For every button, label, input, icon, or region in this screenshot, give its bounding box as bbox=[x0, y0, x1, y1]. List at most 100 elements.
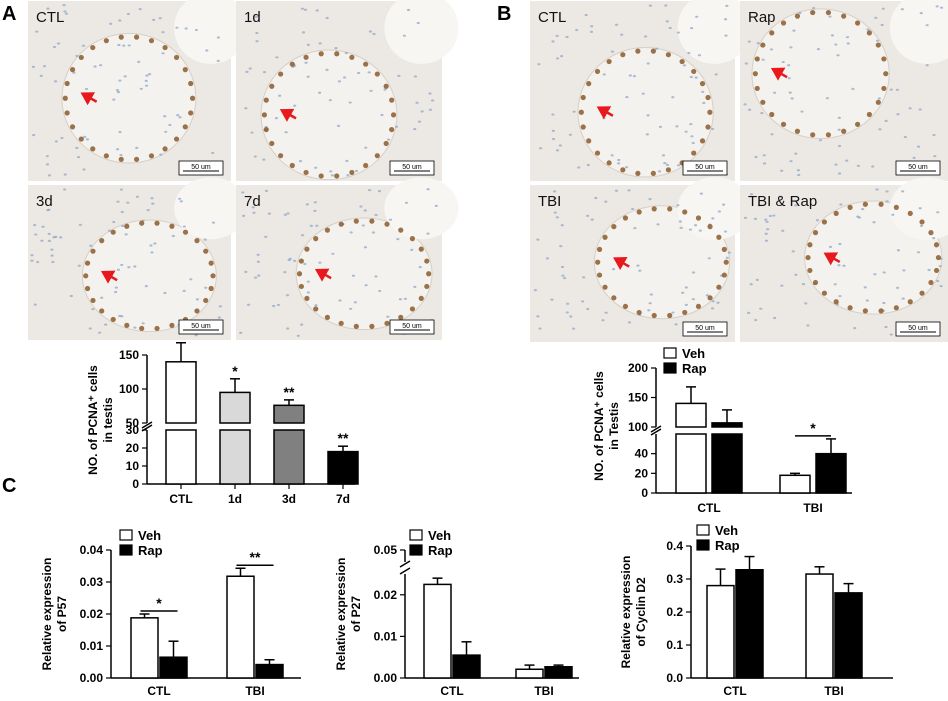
nucleus-blue bbox=[119, 188, 124, 191]
nucleus-pcna-positive bbox=[862, 201, 868, 207]
legend-label-veh: Veh bbox=[682, 346, 705, 361]
nucleus-blue bbox=[801, 283, 806, 286]
nucleus-pcna-positive bbox=[389, 126, 395, 133]
nucleus-pcna-positive bbox=[723, 259, 729, 265]
nucleus-blue bbox=[760, 112, 764, 115]
nucleus-blue bbox=[656, 223, 660, 226]
nucleus-pcna-positive bbox=[833, 299, 839, 305]
nucleus-blue bbox=[646, 114, 650, 117]
nucleus-blue bbox=[329, 170, 333, 173]
nucleus-blue bbox=[836, 54, 840, 57]
nucleus-blue bbox=[695, 15, 699, 18]
nucleus-blue bbox=[617, 158, 621, 162]
nucleus-blue bbox=[314, 304, 318, 307]
nucleus-pcna-positive bbox=[620, 52, 626, 58]
nucleus-pcna-positive bbox=[426, 271, 432, 277]
legend-swatch-rap bbox=[409, 544, 423, 556]
nucleus-blue bbox=[413, 285, 417, 288]
nucleus-blue bbox=[431, 99, 435, 102]
nucleus-blue bbox=[383, 88, 387, 91]
nucleus-pcna-positive bbox=[154, 325, 160, 332]
nucleus-blue bbox=[255, 40, 259, 43]
nucleus-blue bbox=[413, 75, 418, 78]
nucleus-pcna-positive bbox=[667, 206, 673, 212]
y-tick-label: 0 bbox=[132, 477, 139, 491]
nucleus-pcna-positive bbox=[651, 206, 657, 212]
nucleus-pcna-positive bbox=[296, 271, 303, 277]
nucleus-blue bbox=[717, 210, 721, 213]
nucleus-blue bbox=[936, 211, 940, 214]
nucleus-blue bbox=[81, 44, 86, 47]
nucleus-blue bbox=[885, 190, 889, 193]
panel-letter-a: A bbox=[2, 3, 16, 25]
nucleus-blue bbox=[114, 290, 118, 294]
nucleus-pcna-positive bbox=[695, 215, 702, 221]
x-tick-label-ctl: CTL bbox=[147, 684, 170, 696]
nucleus-blue bbox=[149, 244, 153, 247]
nucleus-pcna-positive bbox=[298, 283, 304, 290]
nucleus-blue bbox=[306, 75, 310, 78]
bar-3d-lower bbox=[273, 429, 305, 485]
significance-marker: ** bbox=[284, 384, 295, 400]
nucleus-blue bbox=[318, 261, 322, 264]
nucleus-pcna-positive bbox=[580, 94, 586, 101]
nucleus-blue bbox=[676, 164, 681, 167]
nucleus-blue bbox=[93, 65, 97, 68]
nucleus-pcna-positive bbox=[349, 54, 355, 60]
nucleus-blue bbox=[163, 291, 167, 295]
nucleus-pcna-positive bbox=[580, 124, 586, 130]
nucleus-blue bbox=[404, 201, 409, 204]
nucleus-blue bbox=[178, 116, 182, 119]
micrograph-grid-a: CTL 50 um 1d 50 um 3d 50 um 7d 50 um bbox=[28, 0, 459, 340]
nucleus-blue bbox=[349, 231, 353, 234]
nucleus-blue bbox=[53, 80, 58, 83]
nucleus-pcna-positive bbox=[398, 227, 404, 233]
nucleus-blue bbox=[254, 15, 259, 18]
nucleus-blue bbox=[875, 188, 879, 191]
nucleus-pcna-positive bbox=[812, 230, 819, 236]
nucleus-blue bbox=[377, 190, 382, 193]
nucleus-blue bbox=[818, 139, 823, 142]
nucleus-blue bbox=[933, 155, 937, 158]
nucleus-pcna-positive bbox=[64, 110, 70, 116]
nucleus-blue bbox=[565, 311, 569, 314]
nucleus-blue bbox=[594, 196, 598, 200]
y-axis-label-line: in Testis bbox=[607, 402, 621, 450]
nucleus-blue bbox=[691, 141, 695, 145]
red-arrow-icon bbox=[100, 270, 118, 284]
nucleus-blue bbox=[194, 28, 199, 32]
nucleus-blue bbox=[689, 75, 693, 79]
nucleus-pcna-positive bbox=[636, 209, 642, 215]
nucleus-blue bbox=[367, 189, 372, 192]
nucleus-blue bbox=[627, 189, 631, 192]
nucleus-blue bbox=[82, 168, 86, 171]
nucleus-blue bbox=[283, 271, 287, 274]
nucleus-blue bbox=[638, 269, 642, 272]
nucleus-pcna-positive bbox=[409, 236, 416, 242]
nucleus-blue bbox=[754, 318, 758, 322]
y-tick-label: 0.00 bbox=[374, 671, 398, 685]
nucleus-pcna-positive bbox=[188, 80, 194, 87]
nucleus-blue bbox=[361, 224, 365, 227]
nucleus-blue bbox=[158, 17, 162, 20]
nucleus-pcna-positive bbox=[363, 61, 369, 67]
nucleus-pcna-positive bbox=[596, 272, 603, 278]
axis-break-mark bbox=[141, 421, 153, 429]
nucleus-blue bbox=[538, 327, 542, 330]
interstitial-space bbox=[174, 177, 248, 240]
y-tick-label: 0.02 bbox=[80, 607, 104, 621]
y-axis-label-line: Relative expression bbox=[619, 556, 633, 669]
nucleus-pcna-positive bbox=[716, 284, 722, 290]
nucleus-blue bbox=[563, 277, 567, 280]
nucleus-blue bbox=[664, 4, 668, 7]
nucleus-pcna-positive bbox=[833, 210, 839, 216]
nucleus-blue bbox=[126, 201, 130, 204]
nucleus-blue bbox=[925, 24, 929, 27]
nucleus-blue bbox=[874, 16, 878, 19]
nucleus-blue bbox=[790, 97, 794, 100]
nucleus-blue bbox=[253, 276, 258, 279]
nucleus-blue bbox=[334, 47, 338, 50]
nucleus-blue bbox=[388, 218, 393, 221]
nucleus-blue bbox=[761, 58, 765, 61]
nucleus-blue bbox=[56, 42, 61, 45]
